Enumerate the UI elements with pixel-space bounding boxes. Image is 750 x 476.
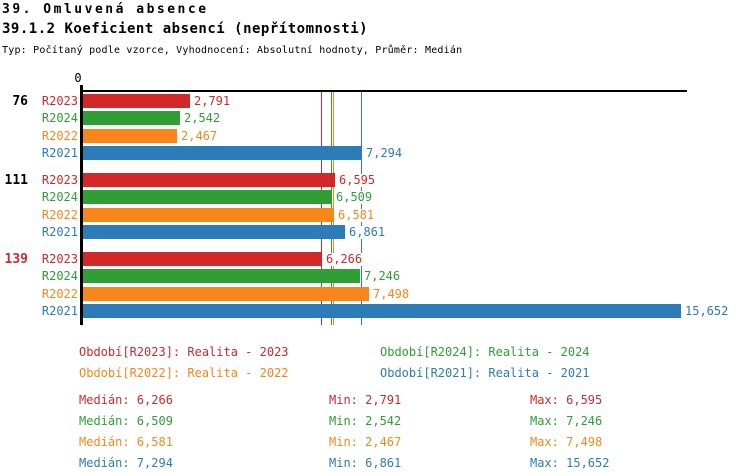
legend-item: Období[R2024]: Realita - 2024: [380, 345, 590, 359]
bar-value-label: 2,542: [183, 111, 222, 125]
bar-year-label: R2022: [41, 287, 78, 301]
bar-year-label: R2023: [41, 173, 78, 187]
axis-zero-label: 0: [74, 71, 82, 85]
stat-min: Min: 2,542: [329, 414, 402, 428]
bar-value-label: 7,294: [365, 146, 404, 160]
page-title: 39. Omluvená absence: [2, 2, 209, 17]
stat-median: Medián: 6,581: [79, 435, 173, 449]
bar-year-label: R2022: [41, 129, 78, 143]
stat-max: Max: 6,595: [530, 393, 603, 407]
bar-year-label: R2021: [41, 304, 78, 318]
bar: [83, 287, 369, 301]
stat-max: Max: 15,652: [530, 456, 610, 470]
bar-value-label: 2,467: [180, 129, 219, 143]
bar: [83, 225, 345, 239]
stat-min: Min: 2,791: [329, 393, 402, 407]
stat-min: Min: 6,861: [329, 456, 402, 470]
group-label: 111: [4, 173, 28, 188]
bar: [83, 94, 190, 108]
bar-value-label: 6,581: [337, 208, 376, 222]
bar-year-label: R2024: [41, 190, 78, 204]
bar-value-label: 6,861: [348, 225, 387, 239]
bar: [83, 252, 322, 266]
bar-value-label: 7,498: [372, 287, 411, 301]
legend-item: Období[R2021]: Realita - 2021: [380, 366, 590, 380]
median-line: [361, 92, 362, 325]
stat-median: Medián: 6,266: [79, 393, 173, 407]
bar: [83, 304, 681, 318]
bar: [83, 111, 180, 125]
bar: [83, 208, 334, 222]
bar-chart: 0 76 R2023 2,791 R2024 2,542 R2022 2,467 R2021 7…: [0, 68, 750, 332]
bar: [83, 129, 177, 143]
bar-value-label: 6,595: [338, 173, 377, 187]
bar-value-label: 6,266: [325, 252, 364, 266]
bar-year-label: R2021: [41, 146, 78, 160]
legend-item: Období[R2023]: Realita - 2023: [79, 345, 289, 359]
y-axis-line: [80, 85, 83, 325]
bar: [83, 146, 362, 160]
bar-value-label: 7,246: [363, 269, 402, 283]
stat-max: Max: 7,498: [530, 435, 603, 449]
stat-median: Medián: 7,294: [79, 456, 173, 470]
group-label: 139: [4, 252, 28, 267]
group-label: 76: [12, 94, 28, 109]
bar-year-label: R2023: [41, 94, 78, 108]
bar: [83, 173, 335, 187]
x-axis-line: [82, 90, 687, 92]
bar-value-label: 6,509: [335, 190, 374, 204]
bar-year-label: R2024: [41, 269, 78, 283]
bar-value-label: 2,791: [193, 94, 232, 108]
legend-item: Období[R2022]: Realita - 2022: [79, 366, 289, 380]
bar-year-label: R2024: [41, 111, 78, 125]
bar: [83, 269, 360, 283]
bar: [83, 190, 332, 204]
bar-year-label: R2023: [41, 252, 78, 266]
stat-max: Max: 7,246: [530, 414, 603, 428]
stat-median: Medián: 6,509: [79, 414, 173, 428]
stat-min: Min: 2,467: [329, 435, 402, 449]
page-subtitle: 39.1.2 Koeficient absencí (nepřítomnosti…: [2, 21, 369, 37]
bar-value-label: 15,652: [684, 304, 730, 318]
bar-year-label: R2022: [41, 208, 78, 222]
page-meta: Typ: Počítaný podle vzorce, Vyhodnocení:…: [2, 45, 463, 56]
bar-year-label: R2021: [41, 225, 78, 239]
